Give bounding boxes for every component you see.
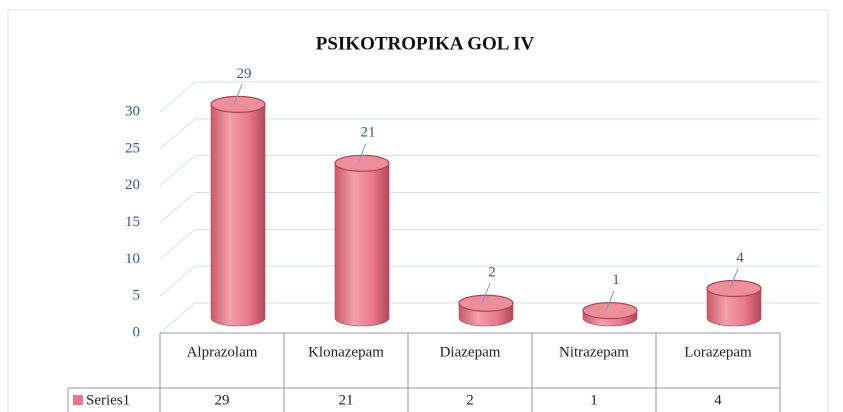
label-leader [233,84,243,105]
label-leader [357,143,367,164]
bar-body [334,163,390,327]
bar-body [706,288,762,327]
chart-border [7,9,829,412]
grid-line [159,228,196,260]
grid-line [159,155,196,187]
grid-line [159,118,196,150]
bar-body [210,104,266,327]
y-tick-label: 20 [125,177,140,193]
bar [458,294,514,327]
bar [582,302,638,327]
x-tick-label: Diazepam [440,344,501,360]
y-tick-label: 10 [125,251,140,267]
grid-line [159,302,196,334]
legend-swatch [73,395,83,405]
x-tick-label: Klonazepam [308,344,384,360]
grid-line [159,265,196,297]
table-value: 2 [466,392,474,408]
table-value: 4 [714,392,722,408]
data-label: 21 [361,125,376,141]
x-tick-label: Nitrazepam [559,344,629,360]
data-label: 2 [488,265,496,281]
label-leader [605,290,615,311]
label-leader [729,268,739,289]
y-tick-label: 15 [125,214,140,230]
bar-top [706,279,762,298]
table-value: 29 [215,392,230,408]
y-tick-label: 30 [125,103,140,119]
grid-line [159,81,196,113]
x-tick-label: Lorazepam [684,344,752,360]
table-value: 21 [339,392,354,408]
y-tick-label: 25 [125,140,140,156]
x-tick-label: Alprazolam [187,344,258,360]
label-leader [481,283,491,304]
y-tick-label: 5 [133,288,141,304]
bar [706,279,762,327]
bar [334,154,390,327]
table-value: 1 [590,392,598,408]
legend-label: Series1 [86,392,130,408]
bar-top [334,154,390,172]
bar-top [582,302,638,320]
data-label: 4 [736,250,744,266]
bar [210,95,266,327]
bar-top [458,294,514,312]
bar-top [210,95,266,113]
data-label: 1 [612,272,620,288]
data-label: 29 [237,66,252,82]
y-tick-label: 0 [133,324,141,340]
chart-title: PSIKOTROPIKA GOL IV [316,33,535,54]
grid-line [159,192,196,223]
